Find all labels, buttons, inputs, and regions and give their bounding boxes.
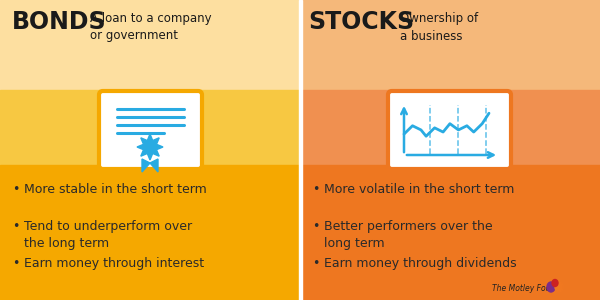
Text: •: •: [312, 220, 319, 233]
Text: Earn money through dividends: Earn money through dividends: [324, 257, 517, 270]
Bar: [0, 90, 300, 165]
Bar: [300, 165, 600, 300]
Text: Ownership of
a business: Ownership of a business: [400, 12, 478, 43]
Text: A loan to a company
or government: A loan to a company or government: [90, 12, 212, 43]
Polygon shape: [137, 134, 163, 160]
Text: •: •: [312, 183, 319, 196]
Text: STOCKS: STOCKS: [308, 10, 414, 34]
Ellipse shape: [552, 280, 558, 286]
Ellipse shape: [547, 282, 555, 292]
Text: Tend to underperform over
the long term: Tend to underperform over the long term: [24, 220, 192, 250]
FancyBboxPatch shape: [99, 91, 202, 169]
Bar: [300, 90, 600, 165]
Bar: [300, 0, 600, 90]
Bar: [0, 165, 300, 300]
Text: The Motley Fool: The Motley Fool: [491, 284, 552, 293]
Text: •: •: [12, 220, 19, 233]
Ellipse shape: [555, 282, 563, 292]
Text: BONDS: BONDS: [12, 10, 107, 34]
Text: More volatile in the short term: More volatile in the short term: [324, 183, 514, 196]
Polygon shape: [142, 159, 150, 172]
Text: •: •: [12, 183, 19, 196]
Bar: [299, 0, 302, 300]
Text: More stable in the short term: More stable in the short term: [24, 183, 207, 196]
Bar: [0, 0, 300, 90]
Text: Earn money through interest: Earn money through interest: [24, 257, 204, 270]
Text: Better performers over the
long term: Better performers over the long term: [324, 220, 493, 250]
FancyBboxPatch shape: [388, 91, 511, 169]
Text: •: •: [12, 257, 19, 270]
Text: •: •: [312, 257, 319, 270]
Polygon shape: [150, 159, 158, 172]
